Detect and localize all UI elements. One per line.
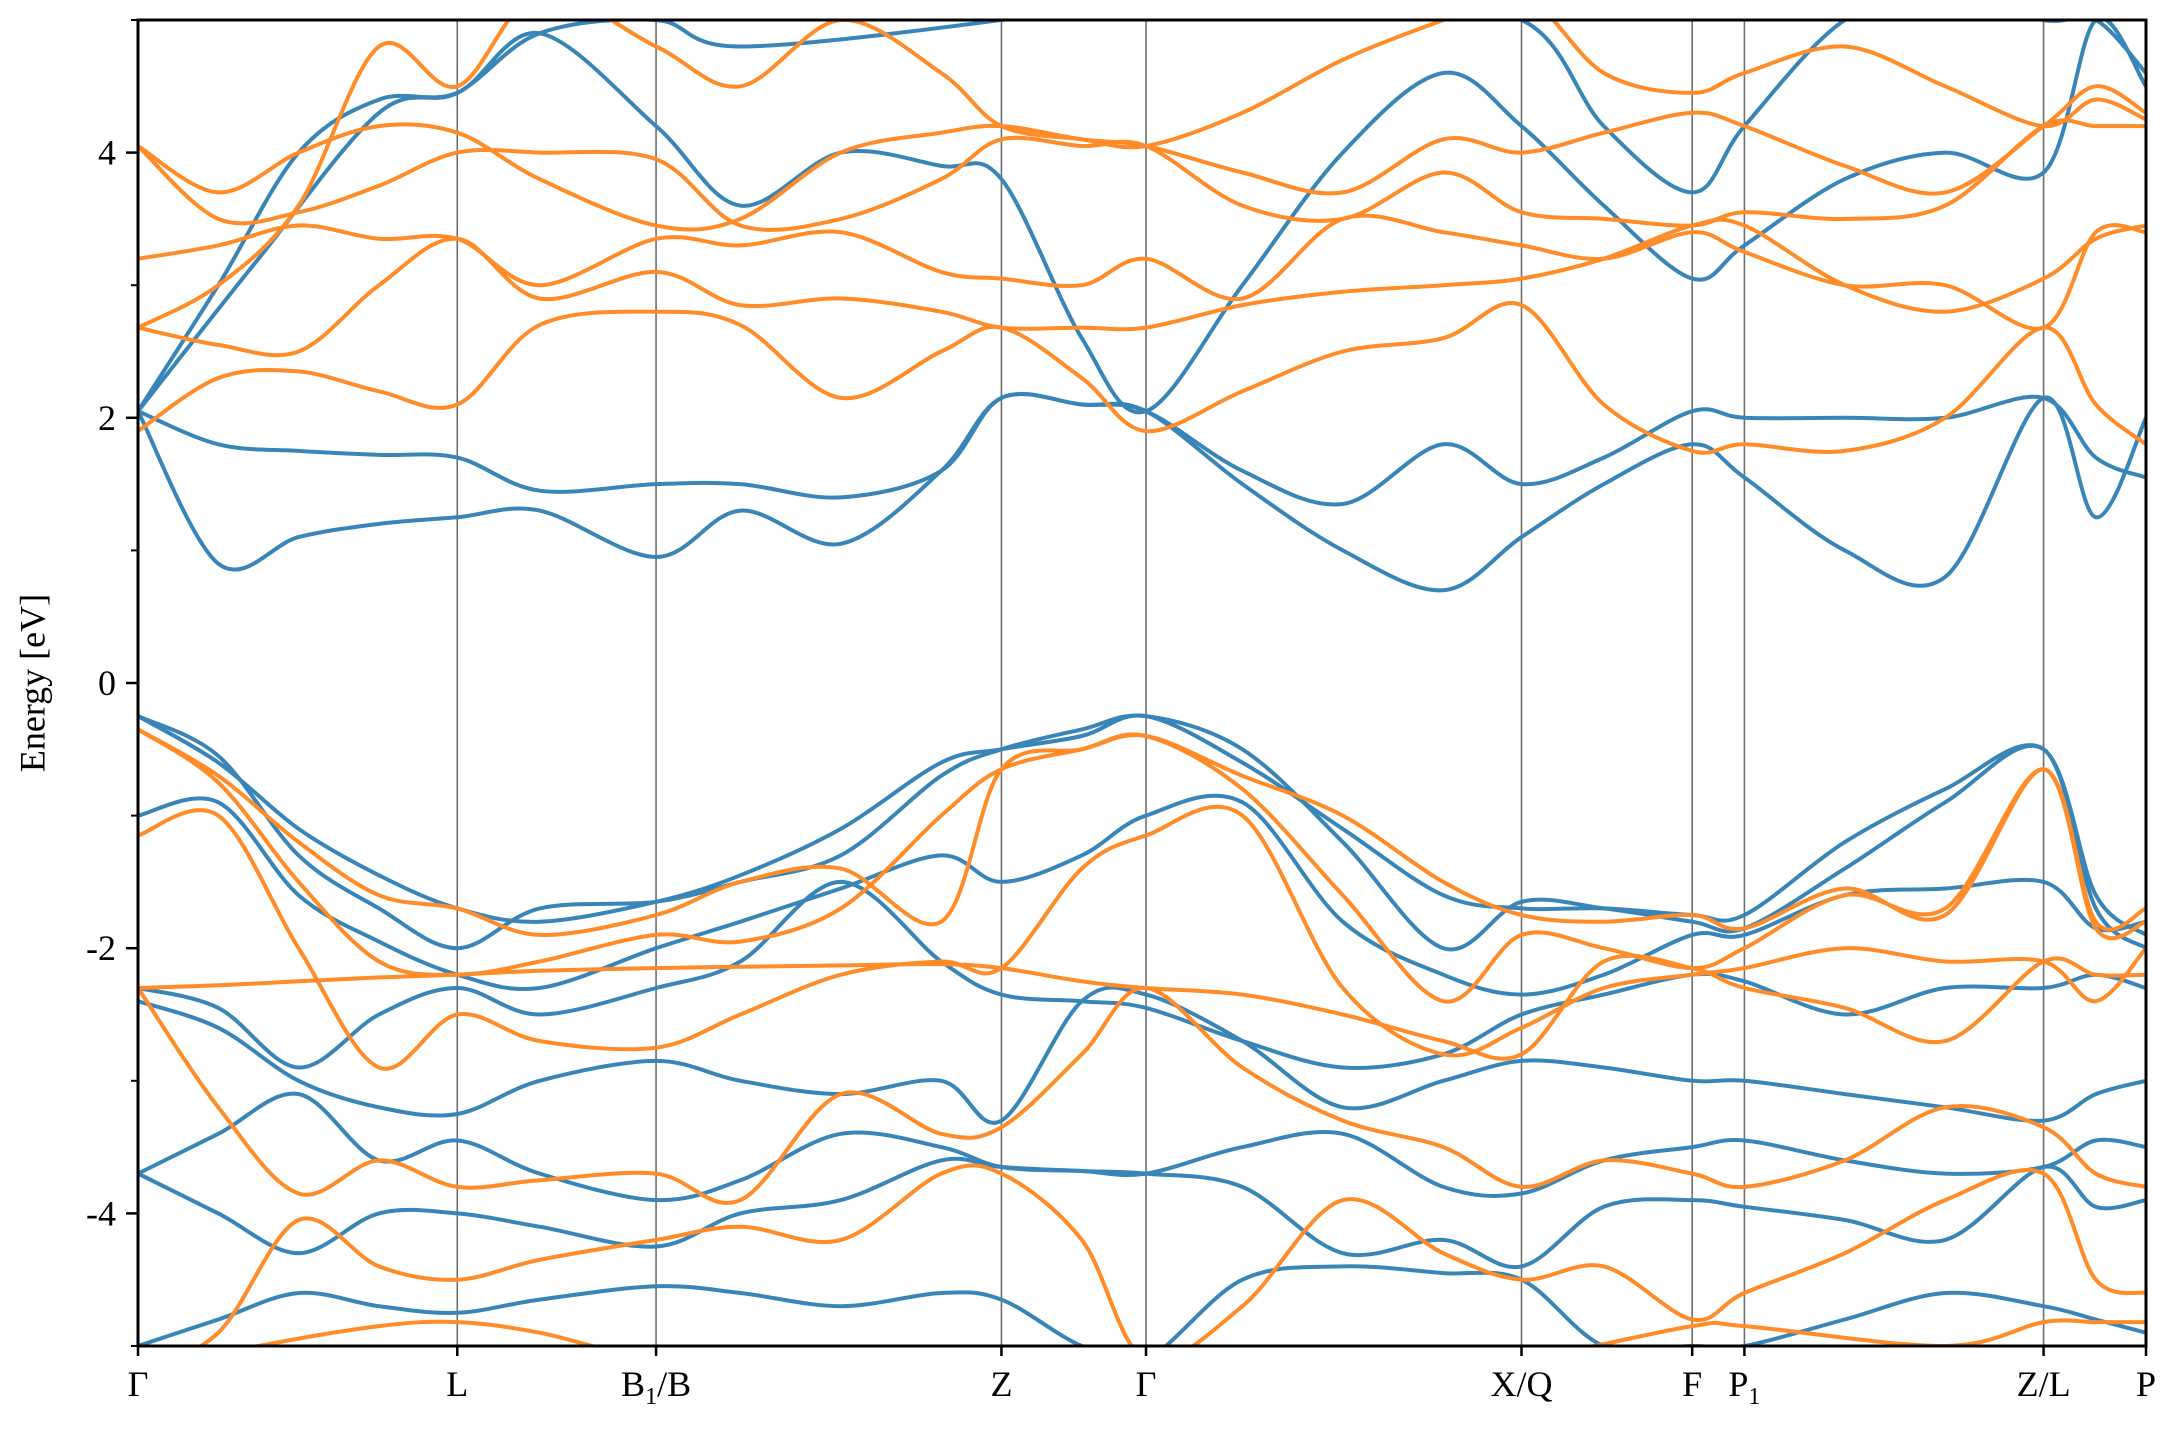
x-tick-label-1: L [446,1364,468,1404]
band-lines [138,20,2146,1346]
x-tick-label-2: B1/B [621,1364,691,1410]
band-series-1 [138,713,2146,952]
band-series-21 [138,213,2146,331]
band-series-0 [138,713,2146,937]
band-series-12 [138,727,2146,937]
band-series-4 [138,985,2146,1125]
band-series-3 [138,879,2146,1070]
band-series-20 [138,217,2146,358]
band-series-17 [196,1163,2146,1346]
y-tick-label-2: 0 [98,663,116,703]
band-series-16 [138,985,2146,1205]
band-series-7 [138,1264,2146,1346]
x-tick-label-5: X/Q [1491,1364,1553,1404]
x-tick-label-7: P1 [1728,1364,1760,1410]
y-axis-label: Energy [eV] [12,594,52,772]
band-series-22 [138,118,2146,232]
y-tick-label-4: 4 [98,133,116,173]
x-tick-label-8: Z/L [2017,1364,2071,1404]
x-ticks: Γ L B1/B Z Γ X/Q F P1 Z/L P [128,1346,2156,1410]
band-series-24 [138,20,2146,330]
band-series-9 [138,392,2146,593]
band-series-10 [138,20,2146,415]
y-ticks: -4 -2 0 2 4 [86,19,138,1347]
x-tick-label-6: F [1682,1364,1702,1404]
x-tick-label-4: Γ [1136,1364,1157,1404]
band-series-15 [138,953,2146,1061]
y-tick-label-3: 2 [98,398,116,438]
y-tick-label-1: -2 [86,928,116,968]
band-series-13 [138,727,2146,1004]
band-series-6 [138,1156,2146,1270]
band-series-14 [138,804,2146,1071]
x-tick-label-3: Z [990,1364,1012,1404]
kpoint-lines [456,20,2045,1346]
band-series-11 [138,20,2146,414]
y-tick-label-0: -4 [86,1193,116,1233]
band-series-5 [138,1091,2146,1203]
x-tick-label-9: P [2136,1364,2156,1404]
band-series-19 [138,301,2146,455]
x-tick-label-0: Γ [128,1364,149,1404]
